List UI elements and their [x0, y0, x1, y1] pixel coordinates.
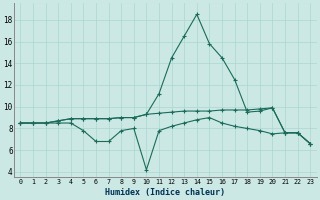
- X-axis label: Humidex (Indice chaleur): Humidex (Indice chaleur): [105, 188, 225, 197]
